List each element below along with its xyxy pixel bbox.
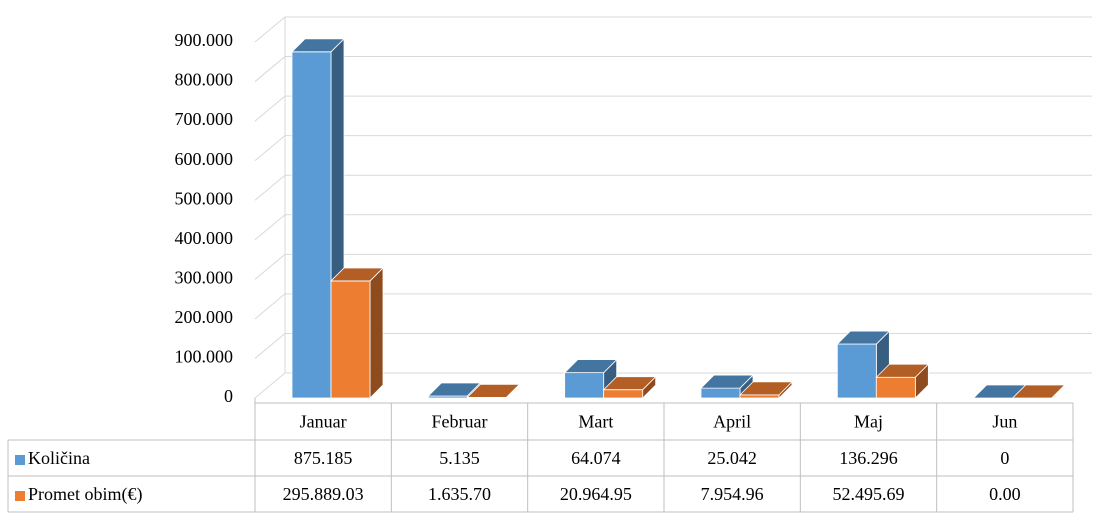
grid-line [254, 95, 1092, 122]
table-value: 136.296 [839, 448, 898, 468]
legend-label: Promet obim(€) [28, 484, 143, 505]
y-tick-label: 700.000 [175, 109, 234, 129]
legend-key [15, 455, 25, 465]
y-tick-label: 500.000 [175, 188, 234, 208]
y-tick-label: 200.000 [175, 307, 234, 327]
category-label: Februar [432, 412, 488, 432]
y-tick-label: 600.000 [175, 149, 234, 169]
bar [836, 343, 877, 399]
table-value: 20.964.95 [560, 484, 632, 504]
table-value: 7.954.96 [701, 484, 764, 504]
y-tick-label: 900.000 [175, 30, 234, 50]
grid-line [254, 56, 1092, 82]
table-value: 0 [1000, 448, 1009, 468]
bar [700, 387, 741, 399]
category-label: Maj [854, 412, 883, 432]
legend-label: Količina [28, 448, 90, 468]
category-label: April [713, 412, 751, 432]
y-tick-label: 100.000 [175, 347, 234, 367]
bar-top [466, 383, 521, 398]
y-tick-label: 800.000 [175, 70, 234, 90]
table-value: 295.889.03 [283, 484, 364, 504]
bar [603, 389, 644, 399]
table-value: 5.135 [439, 448, 480, 468]
y-tick-label: 0 [224, 386, 233, 406]
category-label: Januar [300, 412, 347, 432]
grid-line [254, 214, 1092, 241]
category-label: Mart [578, 412, 613, 432]
bar-top [836, 330, 891, 345]
bar-top [427, 382, 482, 397]
bar [330, 280, 371, 399]
table-value: 25.042 [707, 448, 757, 468]
grid-line [254, 135, 1092, 162]
table-value: 875.185 [294, 448, 353, 468]
grid-line [254, 16, 1092, 43]
table-value: 52.495.69 [833, 484, 905, 504]
bar-top [563, 359, 618, 374]
bar-top [291, 38, 345, 53]
bar [875, 376, 916, 399]
bar [291, 51, 332, 399]
y-tick-label: 300.000 [175, 267, 234, 287]
table-value: 64.074 [571, 448, 621, 468]
table-value: 1.635.70 [428, 484, 491, 504]
bar-top [739, 381, 793, 396]
bar [739, 394, 780, 399]
legend-key [15, 491, 25, 501]
bar-top [330, 267, 384, 282]
table-value: 0.00 [989, 484, 1021, 504]
bar-side [369, 266, 384, 399]
y-tick-label: 400.000 [175, 228, 234, 248]
bar-top [1011, 384, 1066, 399]
bar [564, 372, 605, 399]
category-label: Jun [992, 412, 1017, 432]
bar-top [875, 363, 930, 378]
bar-top [602, 376, 657, 391]
bar-top [700, 374, 754, 389]
grid-line [254, 174, 1092, 201]
